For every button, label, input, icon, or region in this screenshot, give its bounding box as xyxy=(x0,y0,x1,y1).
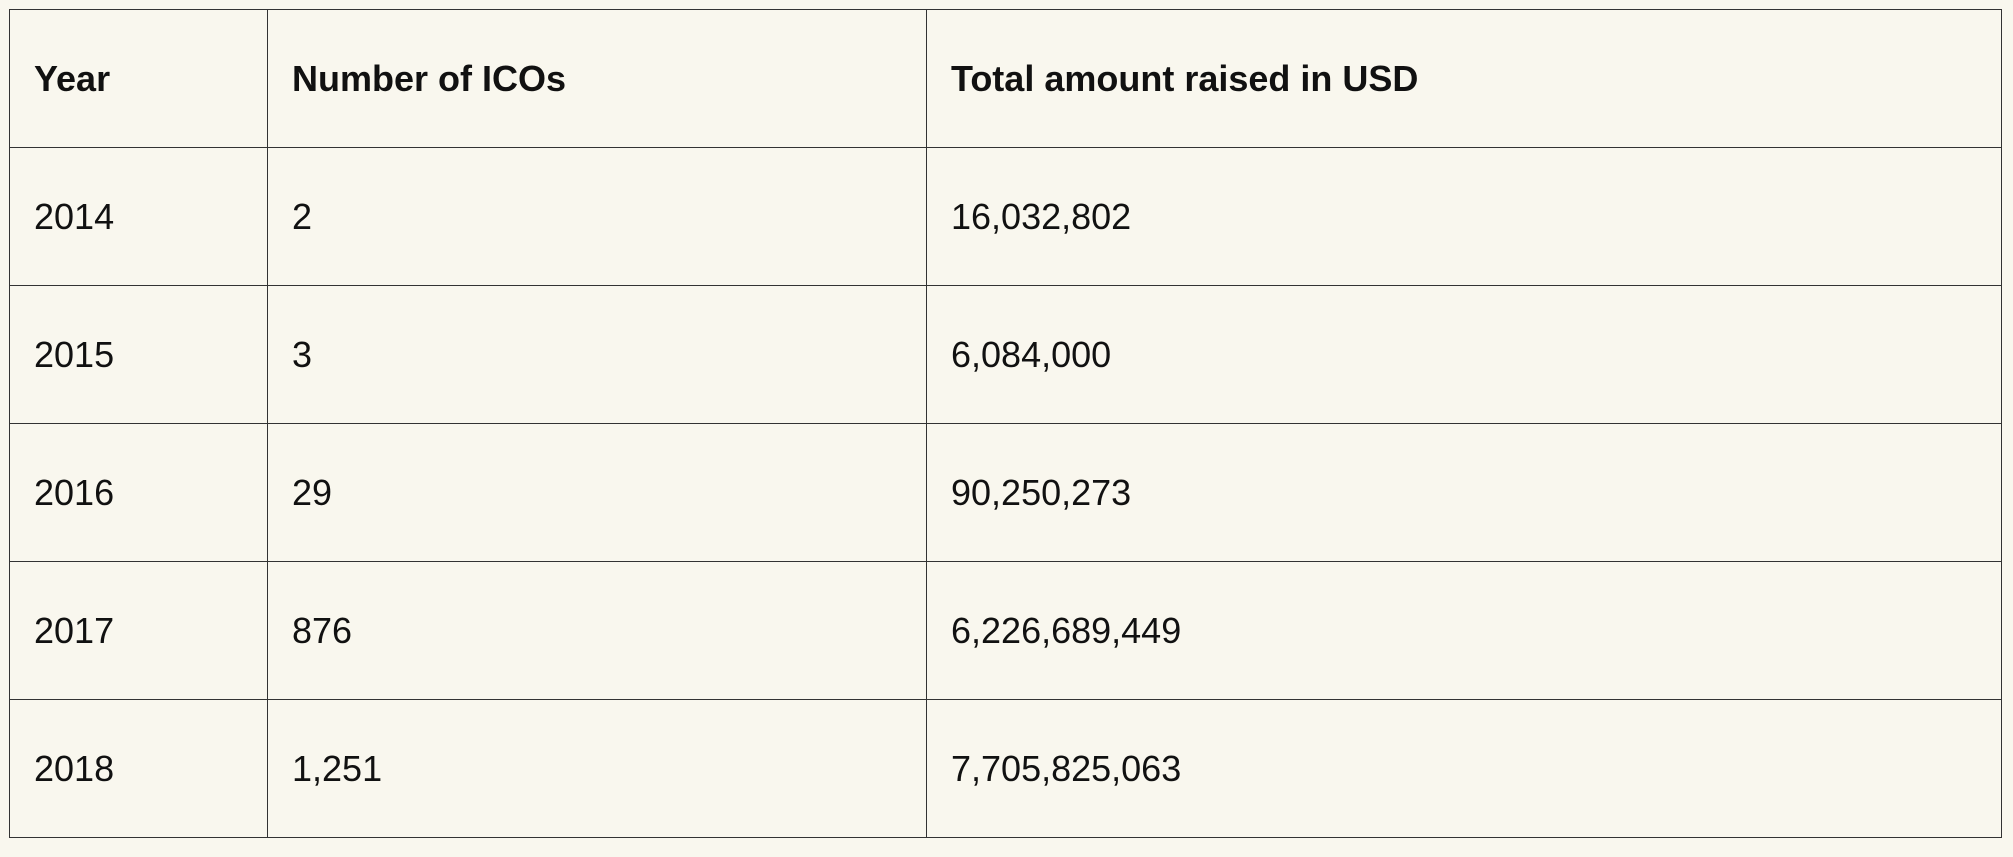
table-header-row: Year Number of ICOs Total amount raised … xyxy=(9,9,2002,148)
table-row: 2018 1,251 7,705,825,063 xyxy=(9,699,2002,838)
cell-number-of-icos: 2 xyxy=(267,147,927,286)
cell-total-amount: 16,032,802 xyxy=(926,147,2002,286)
table-row: 2015 3 6,084,000 xyxy=(9,285,2002,424)
table-row: 2014 2 16,032,802 xyxy=(9,147,2002,286)
cell-number-of-icos: 29 xyxy=(267,423,927,562)
cell-total-amount: 6,226,689,449 xyxy=(926,561,2002,700)
column-header-year: Year xyxy=(9,9,268,148)
cell-year: 2016 xyxy=(9,423,268,562)
cell-year: 2018 xyxy=(9,699,268,838)
cell-total-amount: 6,084,000 xyxy=(926,285,2002,424)
table-row: 2017 876 6,226,689,449 xyxy=(9,561,2002,700)
cell-total-amount: 90,250,273 xyxy=(926,423,2002,562)
cell-number-of-icos: 3 xyxy=(267,285,927,424)
column-header-number-of-icos: Number of ICOs xyxy=(267,9,927,148)
cell-total-amount: 7,705,825,063 xyxy=(926,699,2002,838)
cell-number-of-icos: 1,251 xyxy=(267,699,927,838)
cell-year: 2015 xyxy=(9,285,268,424)
cell-year: 2014 xyxy=(9,147,268,286)
cell-year: 2017 xyxy=(9,561,268,700)
ico-table: Year Number of ICOs Total amount raised … xyxy=(9,9,2002,838)
ico-table-container: Year Number of ICOs Total amount raised … xyxy=(9,9,2002,838)
column-header-total-amount: Total amount raised in USD xyxy=(926,9,2002,148)
cell-number-of-icos: 876 xyxy=(267,561,927,700)
table-row: 2016 29 90,250,273 xyxy=(9,423,2002,562)
